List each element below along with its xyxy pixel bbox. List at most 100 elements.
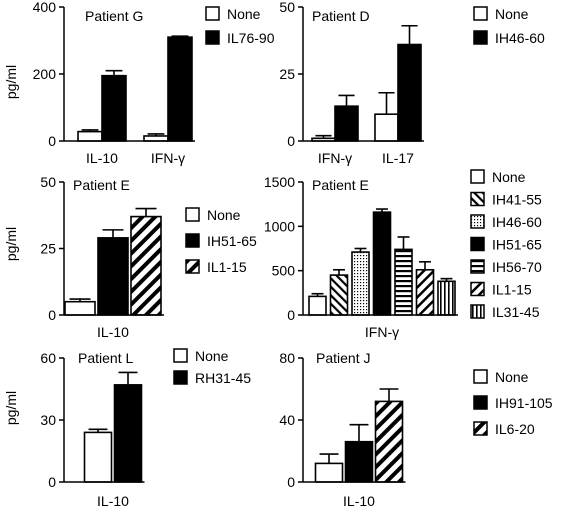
legend-swatch bbox=[473, 6, 488, 21]
x-category-label: IL-10 bbox=[86, 150, 118, 166]
bar-il76-90 bbox=[167, 36, 193, 142]
legend-swatch bbox=[185, 233, 200, 248]
legend-label: None bbox=[492, 169, 526, 185]
y-tick-label: 80 bbox=[279, 350, 295, 366]
bar-none bbox=[64, 300, 96, 316]
legend-label: IH46-60 bbox=[495, 30, 545, 46]
bar-none bbox=[308, 295, 327, 316]
bar-ih46-60 bbox=[351, 251, 370, 316]
legend-label: IH91-105 bbox=[495, 395, 553, 411]
y-tick-label: 0 bbox=[48, 474, 56, 490]
legend-label: None bbox=[495, 6, 529, 22]
legend-label: None bbox=[495, 369, 529, 385]
bar-none bbox=[83, 431, 113, 483]
bar-il76-90 bbox=[101, 74, 127, 142]
legend-swatch bbox=[470, 259, 485, 274]
bar-ih56-70 bbox=[394, 248, 413, 316]
chart-panel-6: 0 40 80 Patient J IL-10 None IH91-105 IL6-20 bbox=[279, 350, 552, 509]
legend-swatch bbox=[205, 30, 220, 45]
legend: None IH51-65 IL1-15 bbox=[185, 207, 257, 275]
x-category-label: IL-10 bbox=[343, 493, 375, 509]
panel-title: Patient E bbox=[312, 177, 369, 193]
y-tick-label: 25 bbox=[40, 241, 56, 257]
bar-ih46-60 bbox=[397, 43, 422, 142]
legend: None IH46-60 bbox=[473, 6, 545, 46]
panel-title: Patient G bbox=[85, 8, 143, 24]
legend-label: IL31-45 bbox=[492, 304, 540, 320]
panel-title: Patient J bbox=[316, 350, 370, 366]
legend-label: IL1-15 bbox=[492, 282, 532, 298]
legend-swatch bbox=[470, 281, 485, 297]
legend-label: None bbox=[227, 6, 261, 22]
y-tick-label: 0 bbox=[287, 133, 295, 149]
bar-none bbox=[374, 113, 399, 142]
legend-swatch bbox=[173, 370, 188, 385]
x-category-label: IFN-γ bbox=[365, 324, 399, 340]
chart-panel-3: 0 25 50 Patient E IL-10 None IH51-65 IL1-15 bbox=[40, 174, 257, 340]
legend-label: None bbox=[195, 348, 229, 364]
x-category-label: IL-10 bbox=[97, 324, 129, 340]
bar-none bbox=[77, 130, 103, 142]
bar-ih46-60 bbox=[334, 105, 359, 142]
panel-title: Patient L bbox=[78, 350, 133, 366]
y-axis-label-row2: pg/ml bbox=[3, 227, 19, 261]
legend-label: IL1-15 bbox=[207, 259, 247, 275]
legend-label: IL76-90 bbox=[227, 30, 275, 46]
legend-swatch bbox=[473, 369, 488, 384]
bar-none bbox=[314, 462, 344, 483]
panel-title: Patient E bbox=[73, 177, 130, 193]
legend-swatch bbox=[205, 6, 220, 21]
bar-il6-20 bbox=[374, 400, 404, 483]
legend-label: None bbox=[207, 207, 241, 223]
y-tick-label: 400 bbox=[33, 0, 57, 15]
legend-swatch bbox=[185, 259, 200, 274]
y-tick-label: 0 bbox=[48, 133, 56, 149]
bar-rh31-45 bbox=[113, 384, 143, 483]
chart-panel-5: 0 30 60 Patient L IL-10 None RH31-45 bbox=[40, 348, 251, 509]
legend-swatch bbox=[473, 30, 488, 45]
legend: None RH31-45 bbox=[173, 348, 251, 386]
bar-none bbox=[143, 135, 169, 142]
chart-panel-4: 0 500 1000 1500 Patient E IFN-γ None IH41-55 IH4… bbox=[264, 169, 542, 340]
bar-ih91-105 bbox=[344, 440, 374, 483]
legend-swatch bbox=[473, 395, 488, 410]
x-category-label: IFN-γ bbox=[318, 150, 352, 166]
bar-ih51-65 bbox=[372, 211, 392, 316]
y-axis-label-row1: pg/ml bbox=[3, 65, 19, 99]
legend-label: IH51-65 bbox=[492, 237, 542, 253]
legend-swatch bbox=[470, 214, 485, 229]
legend-swatch bbox=[470, 191, 485, 207]
x-category-label: IL-10 bbox=[97, 493, 129, 509]
legend-label: IH51-65 bbox=[207, 233, 257, 249]
chart-panel-1: 0 200 400 Patient G IL-10 IFN-γ None IL76-90 bbox=[33, 0, 275, 166]
x-category-label: IFN-γ bbox=[151, 150, 185, 166]
legend-label: RH31-45 bbox=[195, 370, 251, 386]
y-axis-label-row3: pg/ml bbox=[3, 391, 19, 425]
legend-swatch bbox=[185, 207, 200, 222]
legend-label: IH41-55 bbox=[492, 192, 542, 208]
legend-swatch bbox=[470, 169, 485, 184]
y-tick-label: 60 bbox=[40, 350, 56, 366]
y-tick-label: 0 bbox=[48, 307, 56, 323]
y-tick-label: 200 bbox=[33, 66, 57, 82]
y-tick-label: 0 bbox=[287, 307, 295, 323]
y-tick-label: 30 bbox=[40, 412, 56, 428]
y-tick-label: 500 bbox=[272, 263, 296, 279]
y-tick-label: 1500 bbox=[264, 174, 295, 190]
chart-panel-2: 0 25 50 Patient D IFN-γ IL-17 None IH46-60 bbox=[279, 0, 545, 166]
bar-ih41-55 bbox=[329, 274, 349, 316]
legend-label: IL6-20 bbox=[495, 421, 535, 437]
legend-label: IH56-70 bbox=[492, 259, 542, 275]
y-tick-label: 25 bbox=[279, 66, 295, 82]
legend-label: IH46-60 bbox=[492, 214, 542, 230]
y-tick-label: 50 bbox=[40, 174, 56, 190]
y-tick-label: 50 bbox=[279, 0, 295, 15]
y-tick-label: 40 bbox=[279, 412, 295, 428]
y-tick-label: 0 bbox=[287, 474, 295, 490]
x-category-label: IL-17 bbox=[382, 150, 414, 166]
legend: None IL76-90 bbox=[205, 6, 275, 46]
bar-ih51-65 bbox=[97, 237, 129, 316]
y-tick-label: 1000 bbox=[264, 218, 295, 234]
